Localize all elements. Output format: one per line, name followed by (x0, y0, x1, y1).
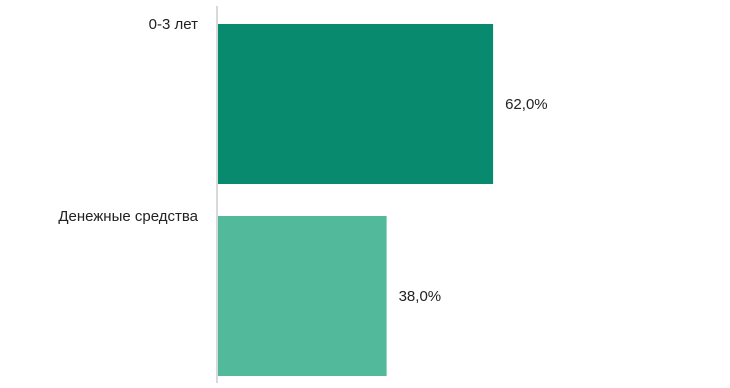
bar-1 (218, 216, 387, 376)
category-label: 0-3 лет (149, 16, 198, 33)
bars-layer (218, 24, 494, 376)
category-labels-layer: 0-3 лет Денежные средства (58, 16, 198, 225)
category-label: Денежные средства (58, 208, 198, 225)
bar-0 (218, 24, 494, 184)
value-labels-layer: 62,0% 38,0% (399, 96, 548, 305)
value-label: 62,0% (505, 96, 548, 113)
value-label: 38,0% (399, 288, 442, 305)
